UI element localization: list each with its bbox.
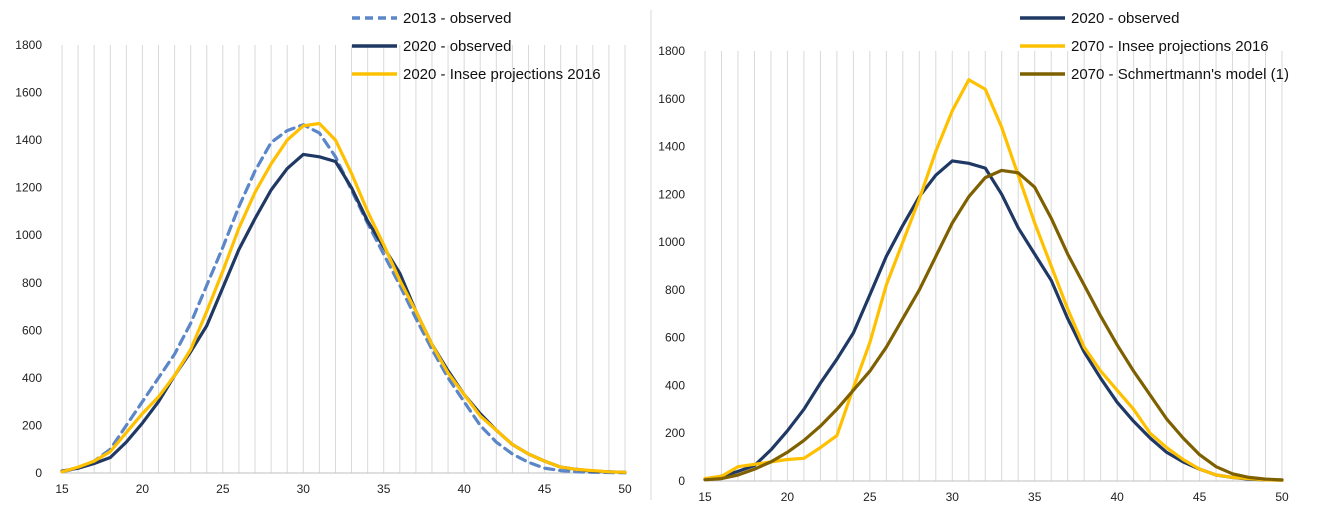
- chart1-y-tick-label: 400: [665, 378, 685, 392]
- chart0-legend-label-2: 2020 - Insee projections 2016: [403, 66, 601, 83]
- chart0-y-tick-label: 1600: [15, 86, 42, 100]
- chart0-x-tick-label: 45: [538, 482, 552, 496]
- chart1-series-line-1: [703, 78, 1284, 482]
- chart1-legend-label-1: 2070 - Insee projections 2016: [1071, 38, 1269, 55]
- chart0-x-tick-label: 50: [618, 482, 632, 496]
- chart1-y-tick-label: 600: [665, 331, 685, 345]
- chart1-series-line-2: [703, 168, 1284, 482]
- chart1-y-tick-label: 1600: [658, 92, 685, 106]
- chart1-legend-label-2: 2070 - Schmertmann's model (1): [1071, 66, 1289, 83]
- chart0-y-tick-label: 1400: [15, 133, 42, 147]
- chart0-y-tick-label: 1000: [15, 228, 42, 242]
- chart0-legend-label-0: 2013 - observed: [403, 10, 511, 27]
- chart0-series-line-1: [60, 152, 627, 474]
- chart1-x-tick-label: 30: [946, 490, 960, 504]
- chart1-legend-label-0: 2020 - observed: [1071, 10, 1179, 27]
- chart1-y-tick-label: 1200: [658, 187, 685, 201]
- chart1-y-tick-label: 1000: [658, 235, 685, 249]
- chart1-y-tick-label: 800: [665, 283, 685, 297]
- chart1-y-tick-label: 200: [665, 426, 685, 440]
- chart1-y-tick-label: 1800: [658, 44, 685, 58]
- chart1-y-tick-label: 0: [678, 474, 685, 488]
- right-chart: 0 200 400 600 800 1000 1200 1400 1600 1800 15 20 25 3…: [658, 10, 1289, 504]
- chart1-x-tick-label: 50: [1275, 490, 1289, 504]
- chart0-x-tick-label: 40: [457, 482, 471, 496]
- chart1-x-tick-label: 25: [863, 490, 877, 504]
- chart1-x-tick-label: 20: [781, 490, 795, 504]
- chart0-x-tick-label: 35: [377, 482, 391, 496]
- chart1-x-tick-label: 35: [1028, 490, 1042, 504]
- chart0-y-tick-label: 800: [22, 276, 42, 290]
- chart0-y-tick-label: 1800: [15, 38, 42, 52]
- chart1-y-tick-label: 1400: [658, 140, 685, 154]
- chart1-series-line-0: [703, 159, 1284, 482]
- chart0-x-tick-label: 25: [216, 482, 230, 496]
- chart1-x-tick-label: 40: [1110, 490, 1124, 504]
- chart0-y-tick-label: 600: [22, 323, 42, 337]
- chart0-series-line-2: [60, 121, 627, 474]
- chart0-y-tick-label: 200: [22, 418, 42, 432]
- chart1-x-tick-label: 45: [1193, 490, 1207, 504]
- chart1-x-tick-label: 15: [698, 490, 712, 504]
- chart0-y-tick-label: 400: [22, 371, 42, 385]
- chart0-y-tick-label: 0: [35, 466, 42, 480]
- chart0-x-tick-label: 30: [297, 482, 311, 496]
- chart0-y-tick-label: 1200: [15, 181, 42, 195]
- chart0-legend-label-1: 2020 - observed: [403, 38, 511, 55]
- chart0-x-tick-label: 15: [55, 482, 69, 496]
- chart0-x-tick-label: 20: [136, 482, 150, 496]
- left-chart: 0 200 400 600 800 1000 1200 1400 1600 1800 15 20 25 3…: [15, 10, 632, 496]
